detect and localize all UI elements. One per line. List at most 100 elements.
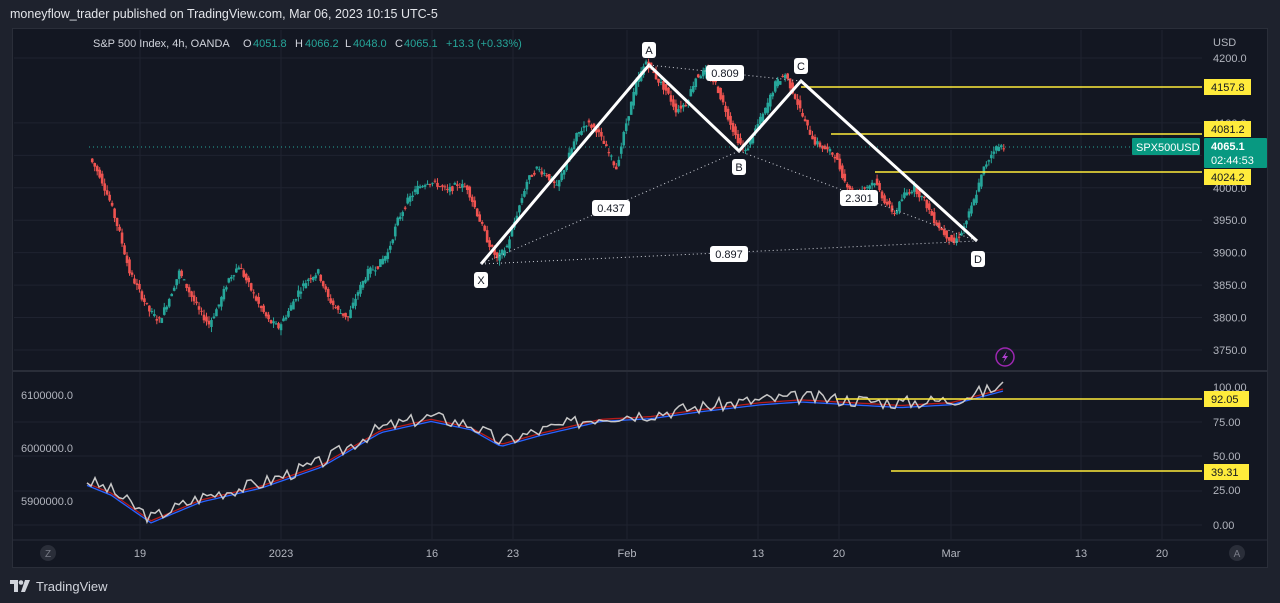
xabcd-pattern[interactable]: 0.809 0.437 2.301 0.897 X A B C D <box>474 42 985 288</box>
candle-body <box>560 173 563 181</box>
candle-body <box>895 210 899 214</box>
candle-body <box>118 226 121 231</box>
price-level-badge-text: 4157.8 <box>1211 82 1245 94</box>
point-label-text: D <box>974 254 982 266</box>
symbol-badge-price: 4065.1 <box>1211 141 1245 153</box>
candle-body <box>562 170 566 175</box>
candle-body <box>813 136 817 145</box>
price-axis-tick: 3950.0 <box>1213 215 1247 227</box>
candle-body <box>619 146 623 154</box>
candle-body <box>975 194 978 203</box>
point-label-b: B <box>732 159 746 175</box>
candle-body <box>187 287 191 293</box>
candle-body <box>880 191 884 199</box>
candle-body <box>744 150 747 152</box>
candle-body <box>212 316 216 319</box>
candle-body <box>158 317 161 319</box>
candle-body <box>192 295 196 302</box>
candle-body <box>391 239 395 244</box>
candle-body <box>806 119 809 126</box>
indicator-level-badge: 92.05 <box>1204 391 1249 407</box>
candle-body <box>478 214 481 222</box>
price-axis-tick: 3900.0 <box>1213 248 1247 260</box>
candle-body <box>788 78 792 89</box>
candle-body <box>977 182 981 192</box>
candle-body <box>493 249 496 255</box>
candle-body <box>776 79 780 87</box>
candle-body <box>140 291 144 300</box>
candle-body <box>110 202 114 206</box>
candle-body <box>133 278 136 284</box>
candle-body <box>177 270 181 279</box>
point-label-d: D <box>971 251 985 267</box>
time-axis-label: 13 <box>752 548 764 560</box>
candle-body <box>143 298 146 303</box>
candle-body <box>98 169 101 178</box>
candle-body <box>731 122 735 132</box>
candle-body <box>326 289 330 297</box>
candle-body <box>230 276 233 279</box>
candle-body <box>615 166 618 170</box>
pattern-legs[interactable] <box>479 62 979 265</box>
candle-body <box>443 186 447 188</box>
time-axis-label: 13 <box>1075 548 1087 560</box>
chart-svg[interactable]: S&P 500 Index, 4h, OANDA O 4051.8 H 4066… <box>13 29 1267 567</box>
candle-body <box>629 101 633 115</box>
auto-scale-button[interactable]: A <box>1229 545 1245 561</box>
zoom-button[interactable]: Z <box>40 545 56 561</box>
candle-body <box>992 151 996 154</box>
candle-body <box>689 89 693 97</box>
time-axis[interactable]: 19 2023 16 23 Feb 13 20 Mar 13 20 <box>134 548 1168 560</box>
candle-body <box>617 159 621 166</box>
candle-body <box>682 104 685 108</box>
candle-body <box>120 232 124 244</box>
candle-body <box>848 186 852 190</box>
candle-body <box>386 252 390 259</box>
candle-body <box>721 95 725 103</box>
candle-body <box>431 182 434 184</box>
candle-body <box>667 87 670 94</box>
candle-body <box>577 131 581 134</box>
indicator-right-tick: 75.00 <box>1213 417 1241 429</box>
candle-body <box>408 196 412 202</box>
candle-body <box>910 191 914 194</box>
candle-body <box>490 245 494 247</box>
candle-body <box>480 221 484 224</box>
candle-body <box>319 274 323 281</box>
candle-body <box>473 200 477 208</box>
price-axis-tick: 3750.0 <box>1213 345 1247 357</box>
candle-body <box>500 249 504 255</box>
lightning-icon[interactable] <box>995 347 1015 367</box>
candle-body <box>759 116 762 125</box>
candle-body <box>162 307 166 315</box>
candle-body <box>379 259 382 267</box>
candle-body <box>90 158 94 163</box>
candle-body <box>898 201 901 212</box>
candle-body <box>749 139 752 145</box>
candle-body <box>307 279 310 282</box>
candle-body <box>865 186 869 188</box>
candle-body <box>600 131 603 137</box>
price-axis-currency: USD <box>1213 37 1236 49</box>
chart-area[interactable]: S&P 500 Index, 4h, OANDA O 4051.8 H 4066… <box>12 28 1268 568</box>
candle-body <box>691 86 695 92</box>
candle-body <box>359 284 362 294</box>
symbol-badge-countdown: 02:44:53 <box>1211 155 1254 167</box>
candle-body <box>587 120 591 123</box>
candle-body <box>967 211 971 218</box>
point-label-c: C <box>794 58 808 74</box>
candle-body <box>153 314 156 316</box>
candle-body <box>200 310 203 312</box>
candle-body <box>354 298 357 306</box>
candle-body <box>344 312 347 318</box>
candle-body <box>818 142 822 147</box>
candle-body <box>234 268 238 273</box>
candle-body <box>148 305 151 312</box>
candle-body <box>108 194 111 201</box>
candle-body <box>694 78 698 88</box>
candle-body <box>634 81 638 95</box>
candle-body <box>746 148 750 151</box>
candle-body <box>783 74 787 79</box>
candle-body <box>736 133 740 144</box>
candle-body <box>664 84 668 91</box>
